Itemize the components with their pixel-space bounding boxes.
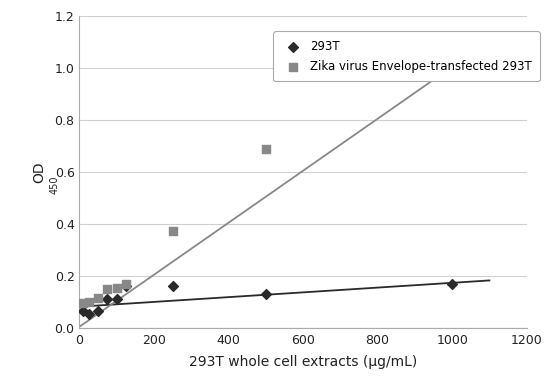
- 293T: [168, 283, 177, 290]
- X-axis label: 293T whole cell extracts (μg/mL): 293T whole cell extracts (μg/mL): [189, 355, 417, 369]
- Zika virus Envelope-transfected 293T: [84, 299, 93, 305]
- 293T: [84, 311, 93, 317]
- Zika virus Envelope-transfected 293T: [103, 286, 112, 292]
- Zika virus Envelope-transfected 293T: [112, 285, 121, 291]
- Text: 450: 450: [50, 175, 60, 194]
- Zika virus Envelope-transfected 293T: [448, 51, 457, 57]
- 293T: [448, 281, 457, 287]
- Zika virus Envelope-transfected 293T: [121, 281, 130, 287]
- 293T: [261, 291, 270, 297]
- Zika virus Envelope-transfected 293T: [93, 295, 102, 301]
- Zika virus Envelope-transfected 293T: [261, 146, 270, 152]
- Zika virus Envelope-transfected 293T: [79, 300, 88, 306]
- Zika virus Envelope-transfected 293T: [168, 228, 177, 234]
- 293T: [93, 308, 102, 314]
- 293T: [121, 283, 130, 290]
- 293T: [103, 296, 112, 302]
- 293T: [79, 308, 88, 314]
- Text: OD: OD: [32, 161, 46, 183]
- 293T: [112, 296, 121, 302]
- Legend: 293T, Zika virus Envelope-transfected 293T: 293T, Zika virus Envelope-transfected 29…: [273, 32, 540, 81]
